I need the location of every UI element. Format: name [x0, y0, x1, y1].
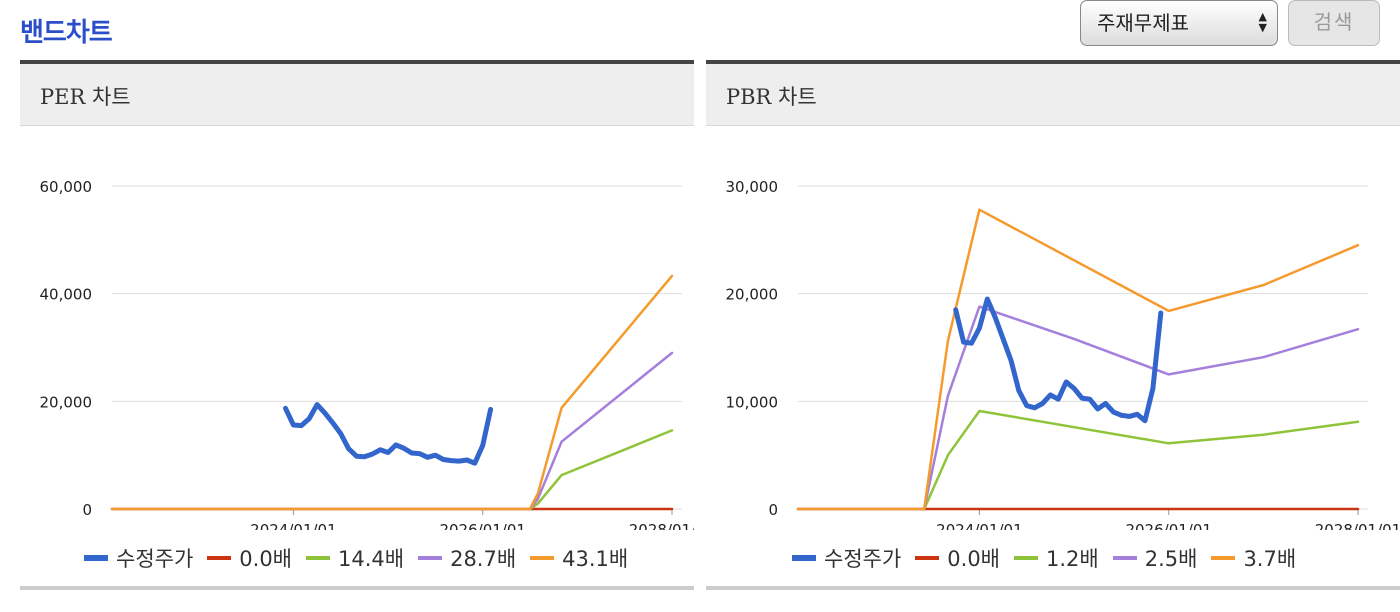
pbr-chart-panel: PBR 차트 0 10,000 20,000 30,000 2024/01/01 2026… [706, 60, 1400, 612]
legend-swatch [915, 556, 940, 560]
series-line-4 [110, 274, 674, 511]
legend-swatch [306, 556, 330, 560]
legend-swatch [207, 556, 232, 560]
series-line-0 [953, 296, 1164, 424]
series-line-2 [110, 429, 674, 511]
legend-item[interactable]: 0.0배 [915, 543, 1000, 573]
legend-item[interactable]: 3.7배 [1211, 543, 1296, 573]
page-title: 밴드차트 [20, 18, 113, 48]
x-tick-label: 2028/01/01 [1315, 521, 1400, 530]
panel-title: PBR 차트 [726, 85, 817, 109]
x-tick-label: 2026/01/01 [439, 521, 525, 530]
y-tick-label: 20,000 [726, 286, 779, 304]
legend-item[interactable]: 28.7배 [418, 543, 516, 573]
y-tick-label: 60,000 [40, 178, 93, 196]
series-line-2 [796, 409, 1360, 511]
legend-label: 28.7배 [450, 547, 517, 571]
panel-header: PBR 차트 [706, 60, 1400, 126]
per-chart: 0 20,000 40,000 60,000 2024/01/01 2026/01/01 2… [40, 178, 695, 530]
legend-label: 1.2배 [1046, 547, 1099, 571]
legend-label: 0.0배 [947, 547, 1000, 571]
x-tick-label: 2024/01/01 [936, 521, 1022, 530]
chart-legend: 수정주가 0.0배 1.2배 2.5배 3.7배 [792, 543, 1310, 573]
statement-select-value: 주재무제표 [1097, 11, 1189, 35]
y-tick-label: 30,000 [726, 178, 779, 196]
panel-bottom-border [20, 586, 694, 590]
legend-item[interactable]: 1.2배 [1014, 543, 1099, 573]
legend-item[interactable]: 14.4배 [306, 543, 404, 573]
legend-item[interactable]: 43.1배 [530, 543, 628, 573]
series-line-0 [283, 402, 494, 466]
x-tick-label: 2028/01/01 [629, 521, 694, 530]
legend-item[interactable]: 0.0배 [207, 543, 292, 573]
panel-header: PER 차트 [20, 60, 694, 126]
legend-label: 수정주가 [116, 547, 194, 571]
series-line-3 [796, 305, 1360, 511]
legend-item[interactable]: 2.5배 [1112, 543, 1198, 573]
legend-label: 0.0배 [239, 547, 292, 571]
chart-legend: 수정주가 0.0배 14.4배 28.7배 43.1배 [84, 543, 642, 573]
legend-swatch [1112, 556, 1137, 560]
legend-label: 3.7배 [1243, 547, 1297, 571]
pbr-chart: 0 10,000 20,000 30,000 2024/01/01 2026/01/01 2… [726, 178, 1400, 530]
legend-item[interactable]: 수정주가 [792, 543, 901, 573]
y-tick-label: 0 [768, 501, 778, 519]
per-chart-panel: PER 차트 0 20,000 40,000 60,000 2024/01/01 2026… [20, 60, 694, 612]
x-tick-label: 2024/01/01 [250, 521, 336, 530]
y-tick-label: 0 [82, 501, 92, 519]
legend-label: 43.1배 [562, 547, 629, 571]
panel-bottom-border [706, 586, 1400, 590]
legend-item[interactable]: 수정주가 [84, 543, 193, 573]
legend-swatch [530, 556, 555, 560]
legend-label: 수정주가 [824, 547, 902, 571]
y-tick-label: 20,000 [40, 393, 93, 411]
legend-swatch [418, 556, 443, 560]
y-tick-label: 10,000 [726, 393, 779, 411]
legend-swatch [84, 555, 108, 561]
y-tick-label: 40,000 [40, 286, 93, 304]
search-button[interactable]: 검색 [1288, 0, 1380, 46]
legend-swatch [792, 555, 816, 561]
select-arrows-icon: ▲ ▼ [1258, 10, 1267, 34]
legend-label: 14.4배 [338, 547, 405, 571]
legend-label: 2.5배 [1144, 547, 1198, 571]
series-line-4 [796, 208, 1360, 511]
x-tick-label: 2026/01/01 [1125, 521, 1211, 530]
legend-swatch [1014, 556, 1038, 560]
statement-select[interactable]: 주재무제표 ▲ ▼ [1080, 0, 1278, 46]
legend-swatch [1211, 556, 1236, 560]
panel-title: PER 차트 [40, 85, 131, 109]
